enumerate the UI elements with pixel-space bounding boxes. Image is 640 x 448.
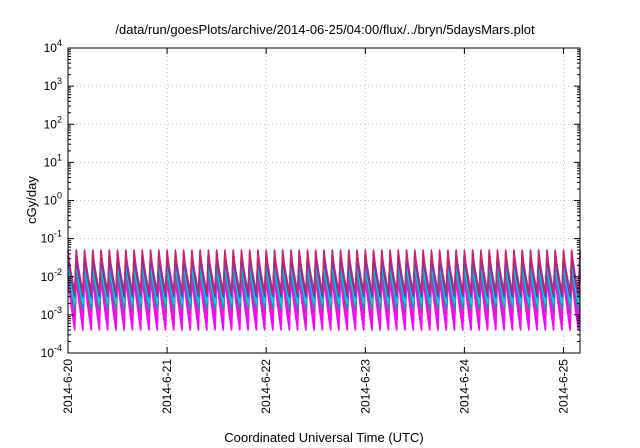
y-tick-label: 10-1 (41, 229, 62, 246)
series-layer (67, 249, 581, 331)
y-ticks: 10-4 10-3 10-2 10-1 100 101 102 103 104 (41, 38, 580, 360)
y-tick-label: 104 (44, 38, 62, 55)
y-tick-label: 10-4 (41, 343, 62, 360)
x-axis-label: Coordinated Universal Time (UTC) (224, 430, 423, 445)
y-tick-label: 100 (44, 191, 62, 208)
x-tick-label: 2014-6-20 (61, 359, 75, 414)
x-tick-label: 2014-6-23 (358, 359, 372, 414)
y-tick-label: 10-3 (41, 305, 62, 322)
chart-title: /data/run/goesPlots/archive/2014-06-25/0… (115, 22, 535, 37)
y-tick-label: 103 (44, 76, 62, 93)
series-line (67, 249, 581, 295)
x-tick-label: 2014-6-25 (556, 359, 570, 414)
y-axis-label: cGy/day (24, 176, 39, 224)
y-tick-label: 10-2 (41, 267, 62, 284)
x-ticks: 2014-6-20 2014-6-21 2014-6-22 2014-6-23 2014… (61, 48, 570, 414)
x-tick-label: 2014-6-21 (160, 359, 174, 414)
y-tick-label: 102 (44, 114, 62, 131)
y-tick-label: 101 (44, 152, 62, 169)
x-tick-label: 2014-6-24 (457, 359, 471, 414)
x-tick-label: 2014-6-22 (259, 359, 273, 414)
